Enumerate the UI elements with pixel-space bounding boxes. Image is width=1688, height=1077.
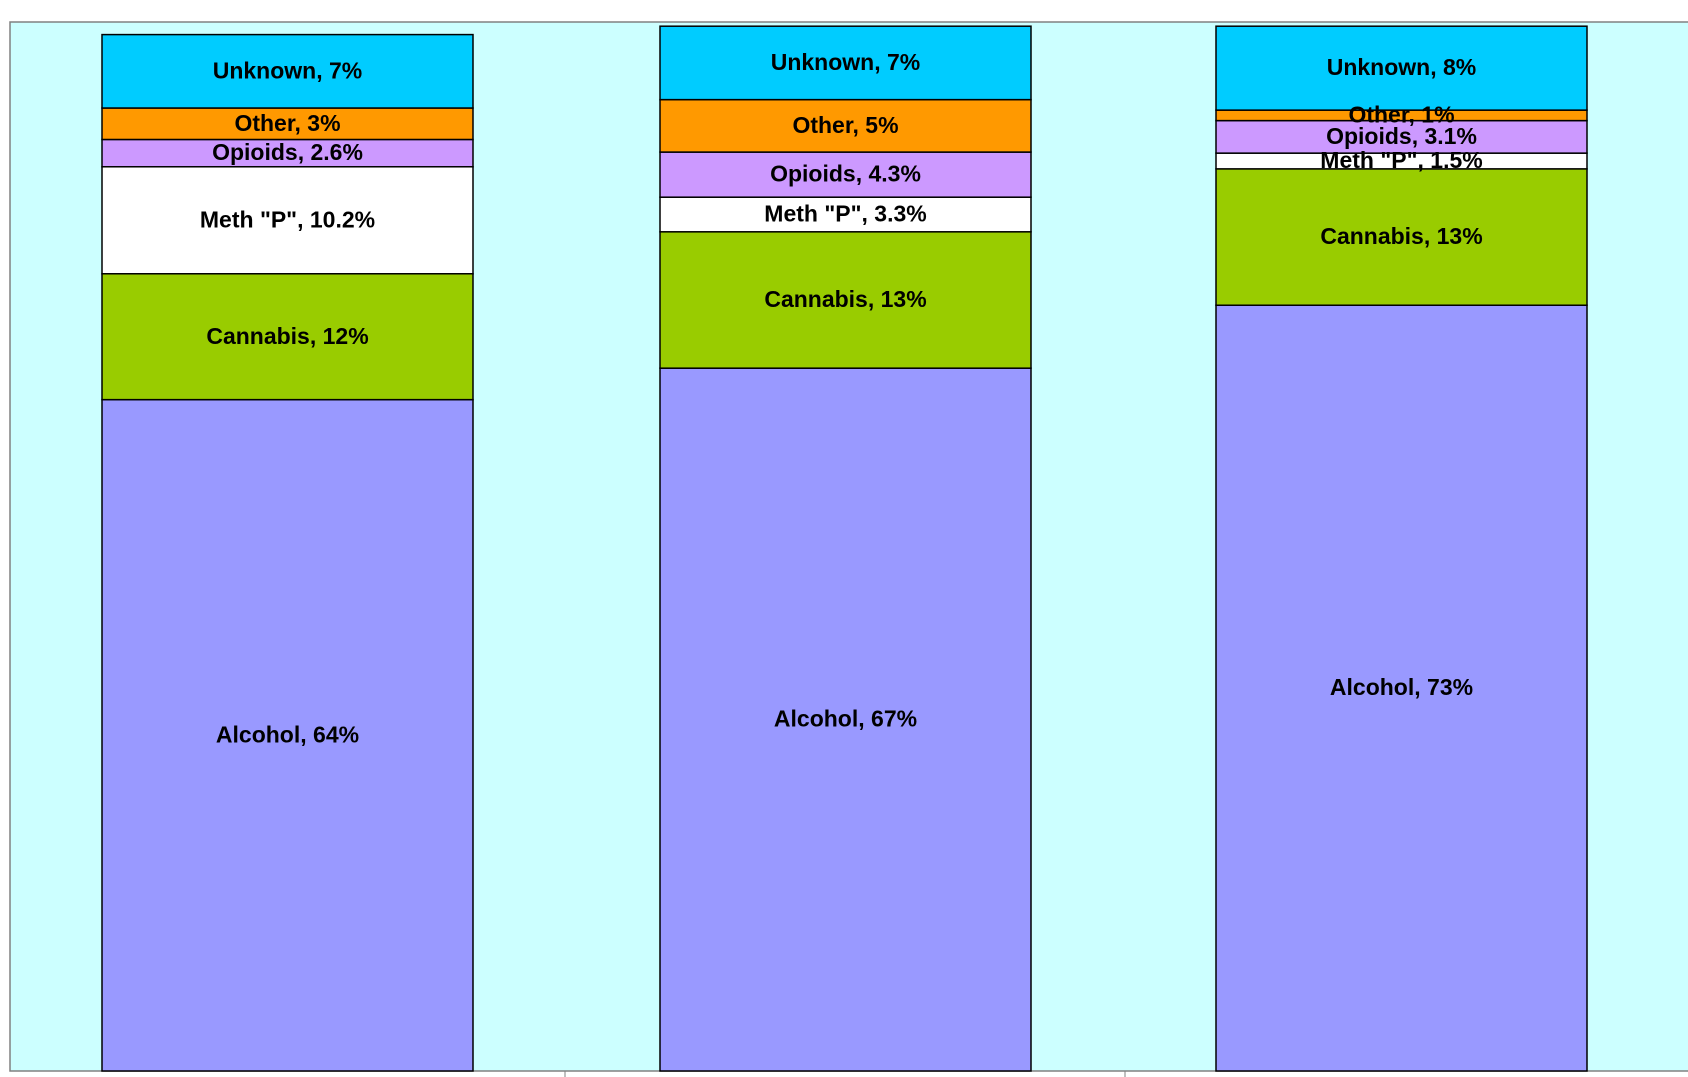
data-label: Meth "P", 1.5% — [1320, 147, 1482, 173]
data-label: Opioids, 4.3% — [770, 161, 921, 187]
data-label: Alcohol, 73% — [1330, 674, 1473, 700]
bar-segment — [1215, 25, 1588, 111]
bar-segment — [101, 398, 474, 1072]
bar-segment — [1215, 168, 1588, 306]
data-label: Alcohol, 64% — [216, 721, 359, 747]
bar-segment — [1215, 119, 1588, 154]
data-label: Other, 1% — [1348, 101, 1454, 127]
bar-segment — [659, 196, 1032, 233]
bar-segment — [101, 273, 474, 401]
data-label: Other, 3% — [234, 110, 340, 136]
bar-segment — [101, 138, 474, 168]
data-label: Cannabis, 12% — [206, 323, 368, 349]
bar-segment — [659, 231, 1032, 369]
data-label: Other, 5% — [792, 112, 898, 138]
data-label: Opioids, 2.6% — [212, 139, 363, 165]
data-label: Cannabis, 13% — [764, 286, 926, 312]
data-label: Alcohol, 67% — [774, 706, 917, 732]
data-label: Unknown, 8% — [1327, 54, 1477, 80]
data-label: Meth "P", 10.2% — [200, 206, 375, 232]
data-label: Unknown, 7% — [213, 57, 363, 83]
data-label: Meth "P", 3.3% — [764, 201, 926, 227]
bar-segment — [101, 166, 474, 275]
bar-segment — [1215, 304, 1588, 1072]
data-label: Unknown, 7% — [771, 49, 921, 75]
data-label: Cannabis, 13% — [1320, 223, 1482, 249]
bar-segment — [101, 33, 474, 109]
bar-segment — [659, 25, 1032, 101]
data-label: Opioids, 3.1% — [1326, 123, 1477, 149]
bar-segment — [659, 151, 1032, 198]
